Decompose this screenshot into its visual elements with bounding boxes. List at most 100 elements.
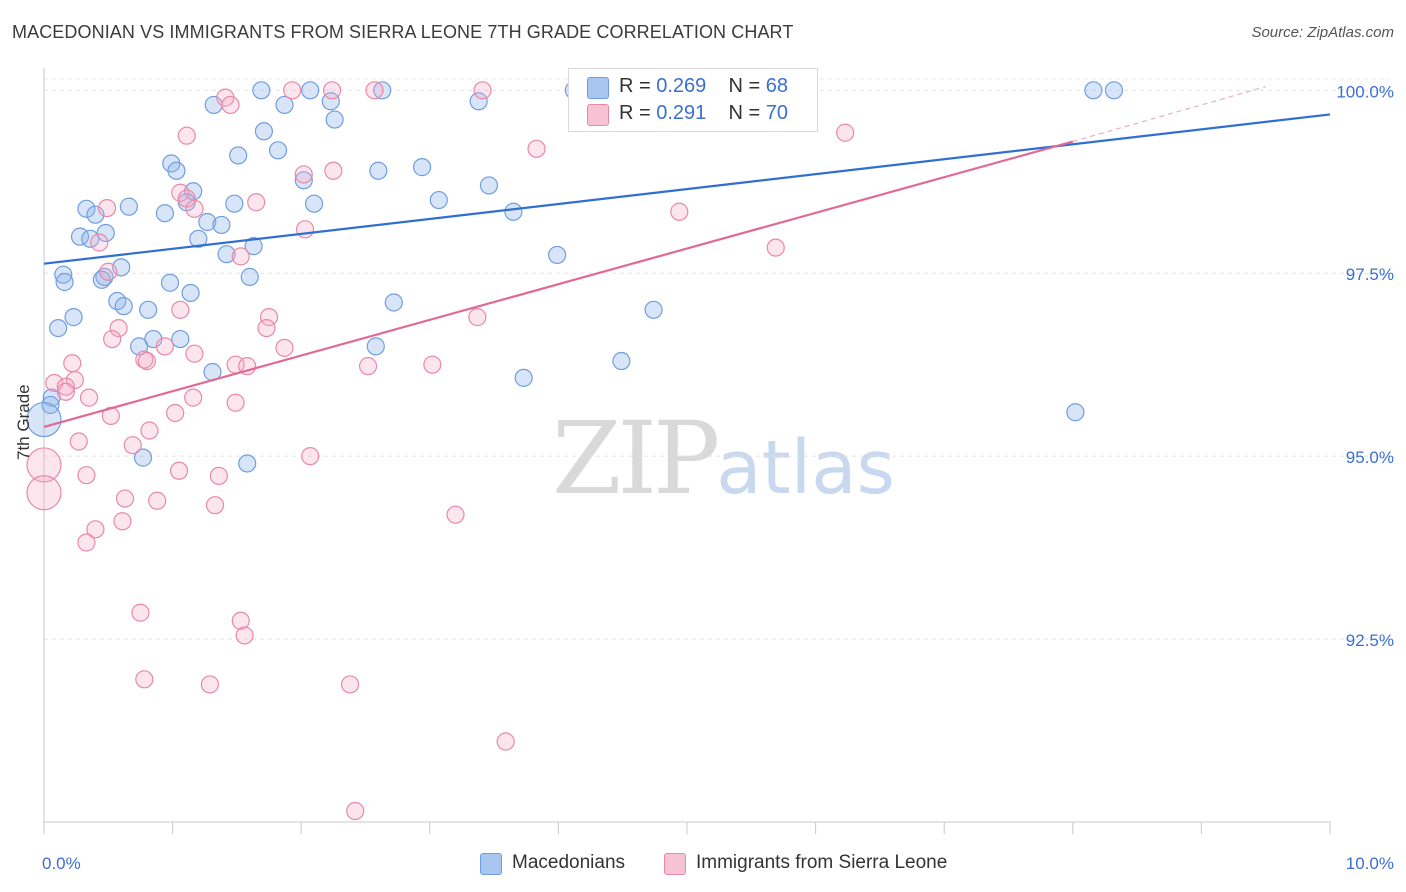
sierra-leone-point (446, 505, 465, 524)
sierra-leone-point (496, 732, 515, 751)
macedonians-point (366, 337, 385, 356)
macedonians-point (96, 223, 115, 243)
r-value: 0.291 (656, 102, 707, 124)
macedonians-point (469, 92, 488, 111)
r-label: R = (619, 102, 657, 124)
macedonians-point (548, 245, 567, 265)
r-value: 0.269 (656, 75, 707, 97)
y-tick-label: 100.0% (1336, 82, 1394, 101)
sierra-leone-point (56, 382, 75, 401)
sierra-leone-point (231, 247, 250, 266)
sierra-leone-point (135, 670, 154, 689)
macedonians-point (325, 110, 344, 129)
macedonians-point (252, 81, 271, 100)
macedonians-point (139, 300, 158, 319)
sierra-leone-point (26, 475, 62, 511)
sierra-leone-swatch (664, 853, 686, 875)
macedonians-point (373, 81, 392, 100)
macedonians-point (217, 245, 236, 264)
sierra-leone-point (205, 496, 225, 515)
macedonians-point (49, 318, 68, 338)
sierra-leone-point (322, 81, 342, 100)
macedonians-point (1104, 81, 1124, 100)
macedonians-point (240, 267, 259, 286)
macedonians-point (294, 171, 313, 190)
sierra-leone-point (346, 801, 365, 821)
watermark-zip: ZIP (552, 400, 720, 517)
sierra-leone-point (69, 432, 88, 451)
sierra-leone-point (148, 491, 167, 510)
macedonians-point (504, 202, 523, 221)
sierra-leone-point (103, 329, 122, 349)
sierra-leone-point (171, 300, 190, 319)
n-value: 70 (765, 102, 789, 124)
macedonians-point (54, 265, 73, 284)
sierra-leone-point (185, 344, 204, 363)
macedonians-point (238, 454, 257, 473)
sierra-leone-point (301, 447, 320, 466)
macedonians-point (167, 161, 186, 180)
macedonians-point (429, 190, 448, 210)
macedonians-point (479, 176, 499, 195)
y-tick-label: 97.5% (1346, 265, 1394, 284)
macedonians-point (64, 308, 83, 327)
sierra-leone-point (79, 388, 99, 407)
legend-label: Macedonians (512, 852, 626, 873)
sierra-leone-point (166, 403, 185, 423)
macedonians-point (114, 297, 133, 316)
sierra-leone-point (140, 421, 159, 440)
macedonians-point (254, 122, 274, 141)
y-axis-label: 7th Grade (14, 384, 33, 460)
macedonians-point (384, 293, 403, 312)
sierra-leone-point (109, 318, 128, 338)
watermark-atlas: atlas (716, 425, 896, 511)
sierra-leone-point (257, 318, 276, 338)
macedonians-swatch (480, 853, 502, 875)
sierra-leone-point (231, 611, 250, 630)
macedonians-point (229, 146, 248, 165)
sierra-leone-point (209, 466, 228, 486)
sierra-leone-point (123, 436, 142, 455)
sierra-leone-point (56, 377, 75, 396)
macedonians-point (119, 197, 138, 216)
macedonians-point (212, 215, 231, 235)
macedonians-point (275, 95, 294, 115)
sierra-leone-trendline-extension (1072, 86, 1266, 143)
sierra-leone-point (766, 238, 785, 257)
sierra-leone-point (670, 202, 689, 221)
sierra-leone-point (247, 193, 266, 212)
macedonians-point (55, 272, 74, 292)
sierra-leone-point (177, 189, 196, 208)
macedonians-point (181, 283, 200, 303)
n-value: 68 (765, 75, 789, 97)
macedonians-point (77, 199, 96, 218)
macedonians-point (514, 368, 533, 387)
sierra-leone-point (155, 337, 174, 356)
sierra-leone-point (97, 198, 117, 218)
sierra-leone-point (77, 533, 96, 552)
sierra-leone-point (221, 95, 240, 115)
sierra-leone-point (77, 466, 96, 485)
sierra-leone-point (836, 123, 855, 142)
y-tick-label: 95.0% (1346, 448, 1394, 467)
chart-title: MACEDONIAN VS IMMIGRANTS FROM SIERRA LEO… (12, 22, 794, 42)
sierra-leone-point (185, 199, 204, 218)
sierra-leone-swatch (587, 104, 609, 126)
macedonians-point (369, 161, 388, 180)
macedonians-point (412, 158, 432, 177)
macedonians-point (1084, 81, 1103, 100)
sierra-leone-point (468, 308, 487, 327)
y-tick-label: 92.5% (1346, 631, 1394, 650)
sierra-leone-point (294, 165, 313, 184)
sierra-leone-point (177, 126, 196, 145)
sierra-leone-point (63, 354, 82, 373)
macedonians-trendline (43, 113, 1331, 265)
sierra-leone-point (99, 262, 118, 281)
sierra-leone-point (358, 357, 378, 376)
sierra-leone-point (295, 220, 315, 239)
macedonians-point (268, 141, 288, 160)
macedonians-point (301, 81, 320, 100)
macedonians-point (189, 229, 208, 248)
macedonians-point (1066, 403, 1085, 422)
